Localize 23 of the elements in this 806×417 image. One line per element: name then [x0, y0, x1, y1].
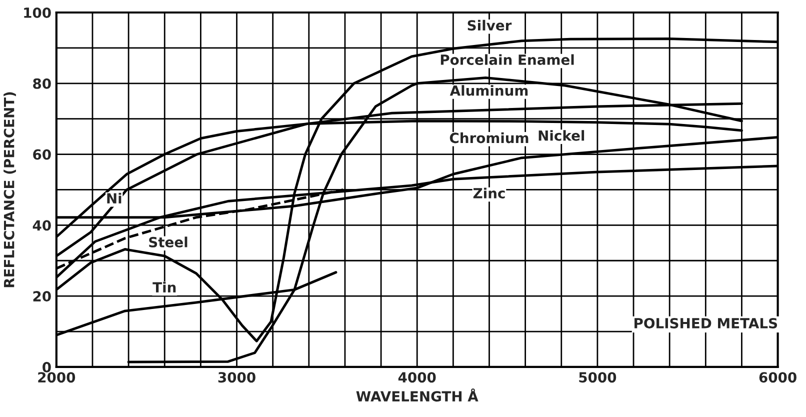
- annotation: POLISHED METALS: [634, 318, 778, 328]
- annotation: Aluminum: [450, 85, 528, 96]
- y-tick-label: 60: [33, 149, 51, 160]
- annotation: Ni: [107, 192, 122, 204]
- y-tick-label: 20: [33, 291, 51, 302]
- y-tick-label: 0: [42, 362, 51, 372]
- y-tick-label: 80: [33, 78, 51, 89]
- x-tick-label: 3000: [218, 372, 256, 383]
- annotation: Tin: [152, 282, 176, 292]
- y-tick-label: 100: [24, 7, 51, 18]
- y-tick-label: 40: [32, 220, 51, 231]
- annotation: Porcelain Enamel: [440, 54, 574, 65]
- annotation: Chromium: [450, 132, 528, 144]
- x-tick-label: 5000: [579, 372, 616, 383]
- x-tick-label: 2000: [38, 372, 76, 383]
- y-axis-title: REFLECTANCE (PERCENT): [4, 92, 16, 288]
- x-tick-label: 6000: [759, 372, 796, 383]
- x-axis-title: WAVELENGTH Å: [356, 388, 478, 402]
- annotation: Silver: [468, 20, 512, 31]
- annotation: Steel: [149, 236, 188, 248]
- annotation: Nickel: [538, 130, 584, 141]
- annotation: Zinc: [473, 188, 505, 198]
- x-tick-label: 4000: [398, 372, 436, 383]
